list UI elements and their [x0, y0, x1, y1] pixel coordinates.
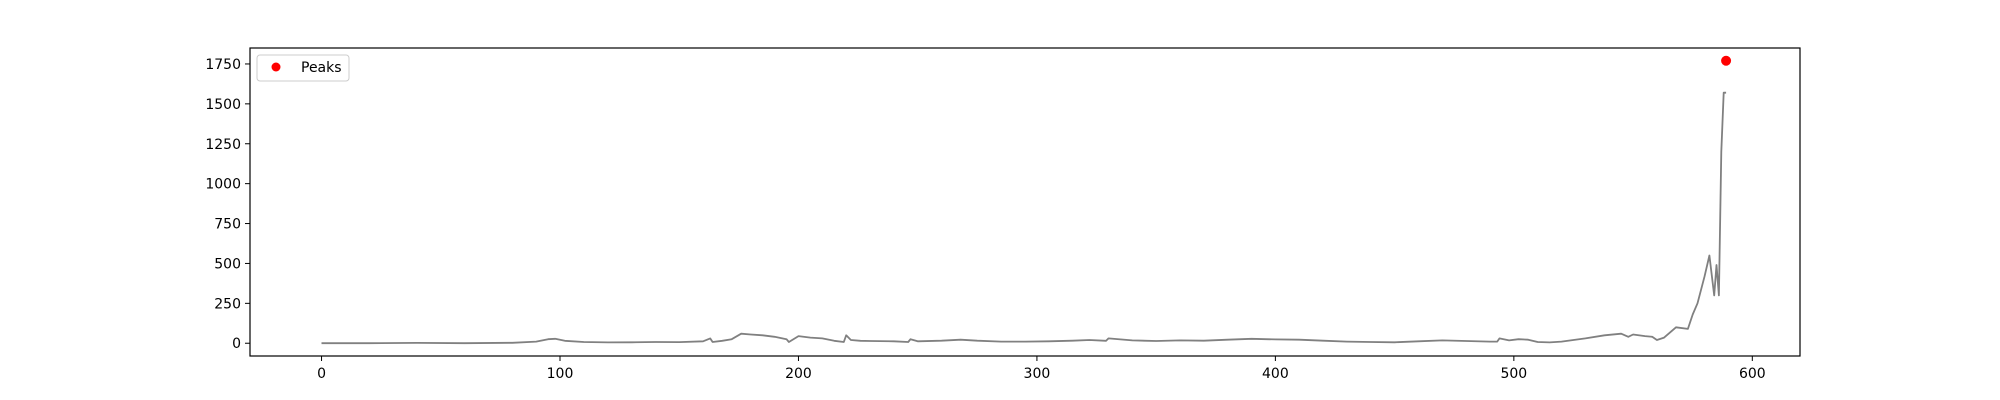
peak-point	[1721, 55, 1732, 66]
legend-box	[256, 54, 350, 82]
y-tick-label: 0	[232, 336, 241, 352]
series-line	[321, 91, 1727, 345]
axes-layer: 0 100 200 300 400 500 600 0 250 500 750 1000 1250 150…	[205, 57, 1765, 382]
y-tick-label: 1500	[205, 97, 241, 113]
x-tick-label: 200	[785, 366, 812, 382]
x-tick-label: 300	[1024, 366, 1051, 382]
plot-area	[250, 48, 1800, 356]
legend-marker-peaks	[271, 62, 281, 72]
y-tick-label: 1750	[205, 57, 241, 73]
y-tick-label: 1000	[205, 177, 241, 193]
y-tick-label: 750	[214, 217, 241, 233]
x-tick-label: 400	[1262, 366, 1289, 382]
plot-frame	[249, 47, 1801, 357]
y-tick-label: 250	[214, 296, 241, 312]
x-tick-label: 0	[317, 366, 326, 382]
series-layer	[321, 55, 1732, 345]
x-tick-label: 500	[1500, 366, 1527, 382]
x-tick-label: 100	[547, 366, 574, 382]
y-tick-label: 500	[214, 256, 241, 272]
legend: Peaks	[256, 54, 350, 82]
x-tick-label: 600	[1739, 366, 1766, 382]
legend-label-peaks: Peaks	[301, 60, 342, 76]
y-tick-label: 1250	[205, 137, 241, 153]
